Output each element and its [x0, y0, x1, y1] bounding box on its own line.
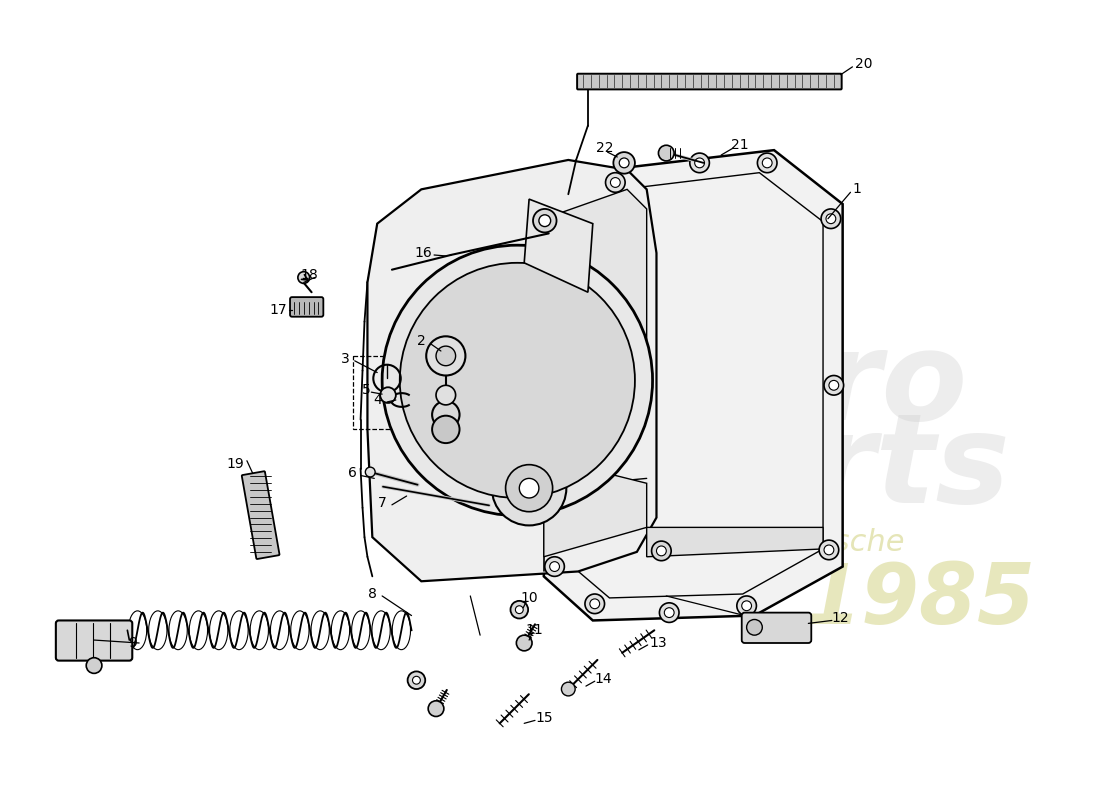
Circle shape	[432, 401, 460, 429]
Polygon shape	[525, 199, 593, 292]
Circle shape	[432, 416, 460, 443]
Circle shape	[412, 676, 420, 684]
Circle shape	[826, 214, 836, 224]
Text: 18: 18	[300, 267, 319, 282]
Circle shape	[544, 216, 564, 235]
Circle shape	[758, 153, 777, 173]
Circle shape	[534, 209, 557, 233]
Circle shape	[436, 386, 455, 405]
Circle shape	[428, 701, 444, 717]
Circle shape	[747, 619, 762, 635]
Circle shape	[657, 546, 667, 556]
Text: 22: 22	[596, 141, 614, 155]
Polygon shape	[647, 527, 823, 557]
Circle shape	[539, 215, 551, 226]
Circle shape	[619, 158, 629, 168]
FancyBboxPatch shape	[578, 74, 842, 90]
Text: Parts: Parts	[647, 408, 1011, 529]
Circle shape	[590, 599, 600, 609]
Circle shape	[492, 451, 566, 526]
Text: 16: 16	[415, 246, 432, 260]
Text: 3: 3	[341, 352, 350, 366]
Circle shape	[516, 606, 524, 614]
Text: 5: 5	[362, 383, 371, 398]
Text: 9: 9	[128, 636, 136, 650]
Text: 1985: 1985	[803, 560, 1035, 642]
Text: 11: 11	[525, 623, 543, 638]
Text: 15: 15	[535, 711, 552, 726]
FancyBboxPatch shape	[242, 471, 279, 559]
Circle shape	[86, 658, 102, 674]
FancyBboxPatch shape	[290, 297, 323, 317]
Circle shape	[659, 603, 679, 622]
Circle shape	[824, 545, 834, 555]
Circle shape	[824, 375, 844, 395]
Circle shape	[585, 594, 605, 614]
Text: 10: 10	[520, 591, 538, 605]
Circle shape	[510, 601, 528, 618]
Circle shape	[762, 158, 772, 168]
Polygon shape	[543, 474, 647, 557]
Circle shape	[737, 596, 757, 615]
Circle shape	[506, 465, 552, 512]
Circle shape	[399, 263, 635, 498]
Circle shape	[664, 608, 674, 618]
Circle shape	[426, 336, 465, 375]
Text: 19: 19	[227, 457, 244, 470]
Circle shape	[408, 671, 426, 689]
Text: euro: euro	[647, 325, 968, 446]
FancyBboxPatch shape	[56, 621, 132, 661]
Circle shape	[381, 387, 396, 403]
Circle shape	[365, 467, 375, 477]
Circle shape	[741, 601, 751, 610]
Text: 2: 2	[417, 334, 426, 348]
Circle shape	[546, 383, 556, 393]
Text: 8: 8	[367, 587, 377, 601]
Circle shape	[829, 381, 838, 390]
Circle shape	[516, 635, 532, 651]
Text: 1: 1	[852, 182, 861, 196]
Circle shape	[605, 173, 625, 192]
Circle shape	[695, 158, 704, 168]
Circle shape	[690, 153, 710, 173]
Circle shape	[541, 378, 561, 398]
Circle shape	[610, 178, 620, 187]
Circle shape	[436, 346, 455, 366]
Circle shape	[550, 562, 560, 571]
Text: a passion for Porsche: a passion for Porsche	[579, 527, 904, 557]
Text: 14: 14	[595, 672, 613, 686]
Circle shape	[550, 221, 560, 230]
Polygon shape	[543, 150, 843, 621]
Circle shape	[519, 478, 539, 498]
Circle shape	[544, 557, 564, 576]
Text: 12: 12	[832, 610, 849, 625]
Circle shape	[651, 541, 671, 561]
Circle shape	[382, 245, 652, 516]
Circle shape	[659, 146, 674, 161]
FancyBboxPatch shape	[741, 613, 812, 643]
Text: 4: 4	[373, 393, 382, 407]
Circle shape	[821, 209, 840, 229]
Circle shape	[820, 540, 838, 560]
Text: 7: 7	[377, 496, 386, 510]
Polygon shape	[367, 160, 657, 582]
Circle shape	[614, 152, 635, 174]
Circle shape	[561, 682, 575, 696]
Circle shape	[298, 272, 309, 283]
Text: 20: 20	[856, 57, 873, 71]
Text: 6: 6	[349, 466, 358, 481]
Text: 13: 13	[650, 636, 668, 650]
Text: 17: 17	[270, 303, 287, 317]
Polygon shape	[543, 190, 647, 390]
Text: 21: 21	[732, 138, 749, 152]
